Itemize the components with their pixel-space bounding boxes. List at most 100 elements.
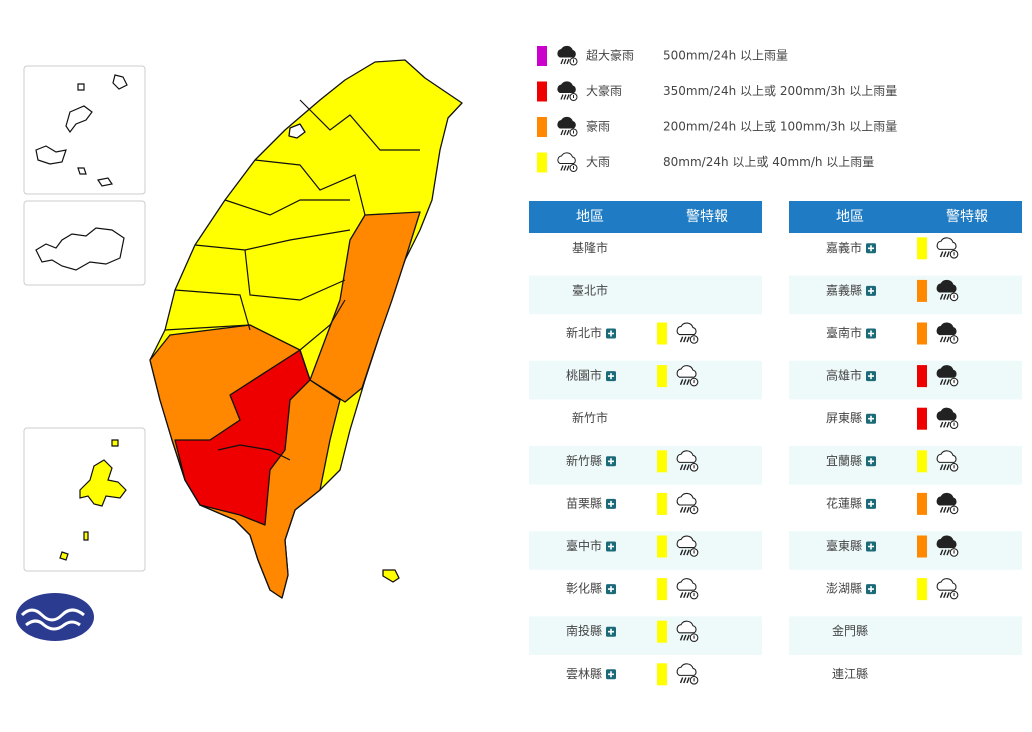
region-name: 花蓮縣	[826, 495, 862, 510]
region-name: 屏東縣	[826, 411, 862, 425]
expand-button[interactable]	[866, 413, 876, 424]
inset-panels	[23, 65, 146, 572]
warning-swatch	[917, 365, 927, 388]
region-name: 南投縣	[566, 623, 602, 638]
expand-button[interactable]	[606, 626, 616, 637]
legend-description: 500mm/24h 以上雨量	[663, 49, 788, 63]
expand-button[interactable]	[866, 285, 876, 296]
expand-button[interactable]	[866, 371, 876, 382]
legend-swatch	[537, 152, 547, 173]
table-row	[789, 488, 1022, 528]
table-row	[789, 275, 1022, 315]
expand-plus	[868, 415, 874, 422]
warning-swatch	[657, 322, 667, 345]
expand-plus	[868, 458, 874, 465]
legend-label: 超大豪雨	[586, 48, 634, 63]
expand-button[interactable]	[866, 584, 876, 595]
legend-swatch	[537, 46, 547, 66]
taiwan-map	[149, 59, 463, 599]
table-row	[529, 446, 762, 485]
warning-swatch	[657, 365, 667, 388]
expand-button[interactable]	[606, 584, 616, 595]
region-red	[174, 349, 311, 526]
rain-icon	[557, 45, 578, 66]
table-row	[789, 531, 1022, 570]
region-name: 臺東縣	[826, 538, 862, 553]
region-orange	[309, 211, 421, 403]
legend-description: 200mm/24h 以上或 100mm/3h 以上雨量	[663, 120, 897, 134]
logo-badge	[16, 593, 94, 641]
warning-swatch	[657, 535, 667, 558]
warning-swatch	[657, 620, 667, 643]
expand-plus	[608, 330, 614, 337]
column-header: 地區	[576, 209, 604, 225]
expand-button[interactable]	[866, 541, 876, 552]
column-header: 警特報	[946, 209, 988, 225]
expand-button[interactable]	[866, 243, 876, 254]
expand-button[interactable]	[866, 498, 876, 509]
table-row	[789, 360, 1022, 400]
region-name: 新北市	[566, 325, 602, 340]
expand-button[interactable]	[606, 328, 616, 339]
column-header: 地區	[836, 209, 864, 225]
legend-swatch	[537, 81, 547, 102]
table-row	[529, 573, 762, 613]
table-row	[789, 403, 1022, 442]
penghu	[59, 439, 127, 561]
expand-button[interactable]	[606, 371, 616, 382]
kinmen	[35, 227, 125, 271]
table-row	[529, 616, 762, 655]
expand-plus	[868, 586, 874, 593]
rain-icon	[557, 116, 578, 137]
expand-plus	[608, 671, 614, 678]
table-row	[529, 488, 762, 528]
region-name: 臺北市	[572, 282, 608, 297]
expand-plus	[608, 373, 614, 380]
region-name: 連江縣	[832, 667, 868, 681]
expand-button[interactable]	[866, 328, 876, 339]
column-header: 警特報	[686, 209, 728, 225]
expand-button[interactable]	[606, 541, 616, 552]
expand-button[interactable]	[606, 669, 616, 680]
expand-button[interactable]	[606, 498, 616, 509]
region-name: 澎湖縣	[826, 581, 862, 596]
table-row	[529, 659, 762, 698]
warning-swatch	[657, 578, 667, 601]
region-name: 臺南市	[826, 325, 862, 340]
expand-plus	[608, 543, 614, 550]
table-row	[529, 233, 762, 272]
warning-swatch	[657, 492, 667, 515]
warning-swatch	[657, 663, 667, 686]
region-name: 新竹縣	[566, 453, 602, 468]
inset-islands	[35, 74, 128, 561]
expand-button[interactable]	[606, 456, 616, 467]
expand-plus	[868, 373, 874, 380]
inset-box	[23, 65, 146, 195]
county-borders	[164, 99, 420, 461]
expand-button[interactable]	[866, 456, 876, 467]
table-row	[789, 573, 1022, 613]
rain-icon	[557, 81, 578, 102]
table-row	[789, 233, 1022, 272]
expand-plus	[608, 500, 614, 507]
expand-plus	[868, 245, 874, 252]
logo-wave	[20, 608, 85, 631]
island	[382, 569, 400, 583]
warning-swatch	[917, 407, 927, 430]
expand-plus	[868, 543, 874, 550]
region-name: 桃園市	[566, 368, 602, 383]
table-row	[529, 531, 762, 570]
legend-description: 350mm/24h 以上或 200mm/3h 以上雨量	[663, 84, 897, 98]
table-row	[789, 659, 1022, 698]
warning-swatch	[917, 279, 927, 302]
warning-swatch	[917, 492, 927, 515]
legend-description: 80mm/24h 以上或 40mm/h 以上雨量	[663, 155, 874, 169]
region-name: 嘉義市	[826, 240, 862, 255]
expand-plus	[868, 500, 874, 507]
warning-swatch	[657, 450, 667, 473]
region-name: 宜蘭縣	[826, 453, 862, 468]
warning-swatch	[917, 578, 927, 601]
